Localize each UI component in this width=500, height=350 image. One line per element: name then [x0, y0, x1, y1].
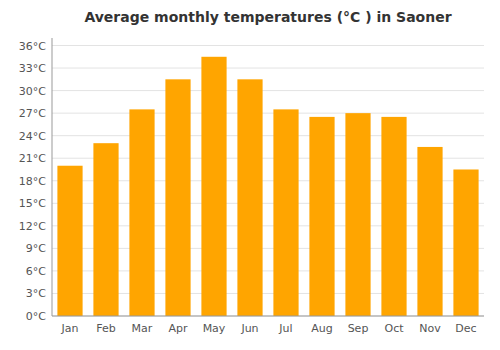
y-tick-label: 6°C	[26, 265, 46, 278]
bar	[453, 169, 478, 316]
bar	[93, 143, 118, 316]
x-axis: Jan Feb Mar Apr May Jun Jul Aug Sep Oct Nov Dec	[52, 316, 484, 335]
y-tick-label: 0°C	[26, 310, 46, 323]
bar	[201, 57, 226, 316]
grid-line	[52, 45, 484, 46]
x-tick-label: Apr	[168, 322, 188, 335]
grid-line	[52, 90, 484, 91]
y-tick-label: 30°C	[19, 85, 46, 98]
x-tick-label: Oct	[384, 322, 404, 335]
grid-line	[52, 113, 484, 114]
x-tick-label: Sep	[348, 322, 369, 335]
x-tick-label: May	[203, 322, 226, 335]
x-tick-label: Mar	[132, 322, 153, 335]
x-axis-line	[52, 316, 484, 317]
y-tick-label: 18°C	[19, 175, 46, 188]
bar	[417, 147, 442, 316]
y-tick-label: 36°C	[19, 40, 46, 53]
grid	[52, 46, 484, 316]
y-axis-line	[52, 38, 53, 316]
bar	[237, 79, 262, 316]
y-tick-label: 21°C	[19, 152, 46, 165]
bar	[57, 166, 82, 316]
x-tick-label: Aug	[311, 322, 332, 335]
y-tick-label: 9°C	[26, 242, 46, 255]
y-tick-label: 33°C	[19, 62, 46, 75]
grid-line	[52, 316, 484, 317]
x-tick-label: Jul	[278, 322, 292, 335]
bar	[309, 117, 334, 316]
y-tick-label: 27°C	[19, 107, 46, 120]
bar	[165, 79, 190, 316]
y-axis: 0°C 3°C 6°C 9°C 12°C 15°C 18°C 21°C 24°C 27°C 30°C…	[19, 38, 52, 323]
x-tick-label: Jan	[61, 322, 79, 335]
grid-line	[52, 68, 484, 69]
x-tick-label: Nov	[419, 322, 441, 335]
bar	[273, 109, 298, 316]
y-tick-label: 3°C	[26, 287, 46, 300]
y-tick-label: 12°C	[19, 220, 46, 233]
bar	[129, 109, 154, 316]
x-tick-label: Dec	[455, 322, 476, 335]
bars	[57, 57, 478, 316]
y-tick-label: 15°C	[19, 197, 46, 210]
bar	[345, 113, 370, 316]
bar	[381, 117, 406, 316]
grid-line	[52, 135, 484, 136]
x-tick-label: Feb	[96, 322, 115, 335]
chart-title: Average monthly temperatures (°C ) in Sa…	[84, 9, 451, 25]
chart-svg: Average monthly temperatures (°C ) in Sa…	[0, 0, 500, 350]
y-tick-label: 24°C	[19, 130, 46, 143]
x-tick-label: Jun	[240, 322, 258, 335]
chart-container: Average monthly temperatures (°C ) in Sa…	[0, 0, 500, 350]
